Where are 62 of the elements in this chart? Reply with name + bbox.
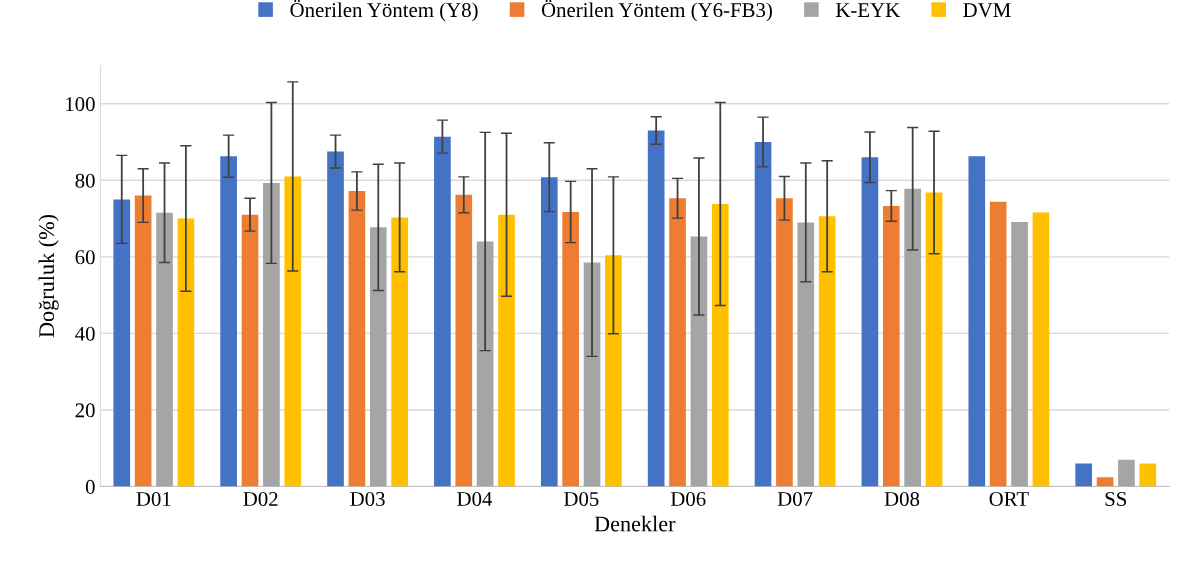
bar (369, 227, 387, 487)
bar (327, 151, 344, 487)
bar (434, 136, 451, 487)
x-tick-label: D07 (777, 491, 813, 507)
bar (925, 192, 943, 487)
bar (177, 218, 195, 487)
bar (348, 190, 366, 487)
bar (1075, 463, 1093, 487)
y-tick-label: 80 (75, 173, 95, 188)
y-tick-label: 100 (66, 97, 95, 112)
bar (669, 198, 686, 487)
bar (690, 236, 708, 487)
bar (882, 205, 900, 487)
bar (391, 217, 408, 487)
legend-label: Önerilen Yöntem (Y6-FB3) (541, 0, 772, 22)
y-tick-label: 60 (75, 250, 95, 265)
legend-label: Önerilen Yöntem (Y8) (290, 0, 478, 22)
x-tick-label: D05 (564, 491, 599, 507)
x-tick-label: D06 (670, 491, 706, 507)
bar (583, 262, 601, 487)
x-tick-label: D08 (884, 491, 920, 507)
bar (134, 195, 152, 487)
bar (1032, 212, 1050, 487)
legend-label: DVM (963, 3, 1011, 18)
bar (776, 198, 793, 487)
x-tick-label: SS (1105, 492, 1127, 507)
bar (562, 212, 579, 487)
bar (1011, 221, 1028, 487)
bar (968, 156, 986, 487)
bar (1096, 477, 1114, 487)
bar (904, 188, 922, 487)
bar (241, 214, 259, 487)
bar (1118, 459, 1135, 487)
y-tick-label: 20 (75, 403, 95, 418)
bar (989, 201, 1007, 487)
bar (455, 194, 473, 487)
x-axis-title: Denekler (594, 515, 676, 532)
bar (113, 199, 131, 487)
bar (797, 222, 815, 487)
x-tick-label: D01 (136, 491, 171, 507)
x-tick-label: ORT (989, 492, 1029, 507)
bar (263, 182, 280, 487)
bar (754, 141, 772, 487)
bar (156, 212, 173, 487)
bar (861, 157, 879, 487)
bar (818, 216, 836, 487)
bar (284, 176, 302, 487)
x-tick-label: D03 (350, 491, 385, 507)
x-tick-label: D02 (243, 491, 278, 507)
legend-label: K-EYK (835, 3, 900, 17)
bar (647, 130, 665, 487)
x-tick-label: D04 (457, 491, 493, 507)
bar (605, 255, 622, 487)
bar (498, 214, 515, 487)
bar (220, 156, 237, 487)
y-tick-label: 40 (75, 326, 95, 341)
bar (1139, 463, 1157, 487)
y-tick-label: 0 (85, 479, 95, 494)
bar (711, 204, 729, 487)
bar (540, 177, 558, 487)
bar (476, 241, 494, 487)
y-axis-title: Doğruluk (%) (38, 214, 59, 338)
